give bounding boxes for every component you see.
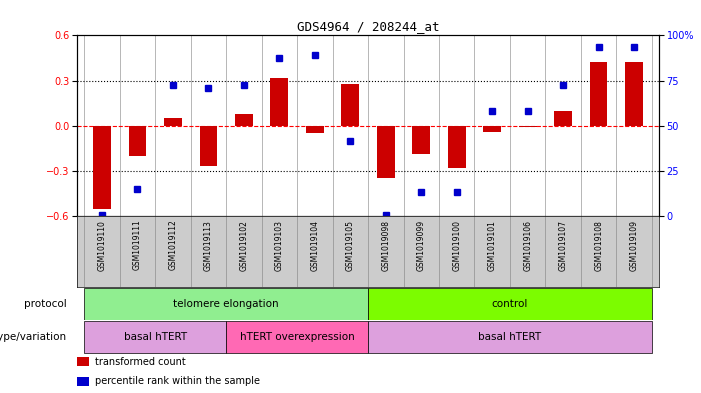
- Bar: [377, 126, 395, 178]
- Text: GSM1019101: GSM1019101: [488, 220, 497, 270]
- Bar: [84, 321, 226, 353]
- Bar: [77, 357, 89, 366]
- Bar: [93, 126, 111, 209]
- Text: protocol: protocol: [24, 299, 67, 309]
- Bar: [448, 126, 465, 168]
- Bar: [84, 288, 368, 320]
- Text: telomere elongation: telomere elongation: [173, 299, 279, 309]
- Text: genotype/variation: genotype/variation: [0, 332, 67, 342]
- Bar: [368, 288, 652, 320]
- Text: GSM1019102: GSM1019102: [239, 220, 248, 270]
- Bar: [412, 126, 430, 154]
- Bar: [271, 77, 288, 126]
- Bar: [128, 126, 147, 156]
- Text: GSM1019110: GSM1019110: [97, 220, 107, 270]
- Text: control: control: [491, 299, 528, 309]
- Text: GSM1019099: GSM1019099: [416, 220, 426, 271]
- Text: basal hTERT: basal hTERT: [123, 332, 186, 342]
- Bar: [590, 62, 608, 126]
- Text: GSM1019112: GSM1019112: [168, 220, 177, 270]
- Bar: [341, 84, 359, 126]
- Bar: [226, 321, 368, 353]
- Text: percentile rank within the sample: percentile rank within the sample: [95, 376, 259, 386]
- Bar: [235, 114, 253, 126]
- Text: GSM1019104: GSM1019104: [311, 220, 320, 271]
- Bar: [200, 126, 217, 167]
- Bar: [164, 118, 182, 126]
- Text: GSM1019106: GSM1019106: [523, 220, 532, 271]
- Bar: [306, 126, 324, 133]
- Bar: [368, 321, 652, 353]
- Bar: [554, 111, 572, 126]
- Bar: [625, 62, 643, 126]
- Text: GSM1019108: GSM1019108: [594, 220, 603, 270]
- Text: GSM1019105: GSM1019105: [346, 220, 355, 271]
- Text: hTERT overexpression: hTERT overexpression: [240, 332, 355, 342]
- Text: transformed count: transformed count: [95, 357, 185, 367]
- Bar: [519, 126, 536, 127]
- Text: GSM1019111: GSM1019111: [133, 220, 142, 270]
- Text: basal hTERT: basal hTERT: [478, 332, 541, 342]
- Title: GDS4964 / 208244_at: GDS4964 / 208244_at: [297, 20, 440, 33]
- Text: GSM1019109: GSM1019109: [629, 220, 639, 271]
- Text: GSM1019100: GSM1019100: [452, 220, 461, 271]
- Text: GSM1019107: GSM1019107: [559, 220, 568, 271]
- Text: GSM1019098: GSM1019098: [381, 220, 390, 271]
- Bar: [483, 126, 501, 132]
- Text: GSM1019103: GSM1019103: [275, 220, 284, 271]
- Text: GSM1019113: GSM1019113: [204, 220, 213, 270]
- Bar: [77, 376, 89, 386]
